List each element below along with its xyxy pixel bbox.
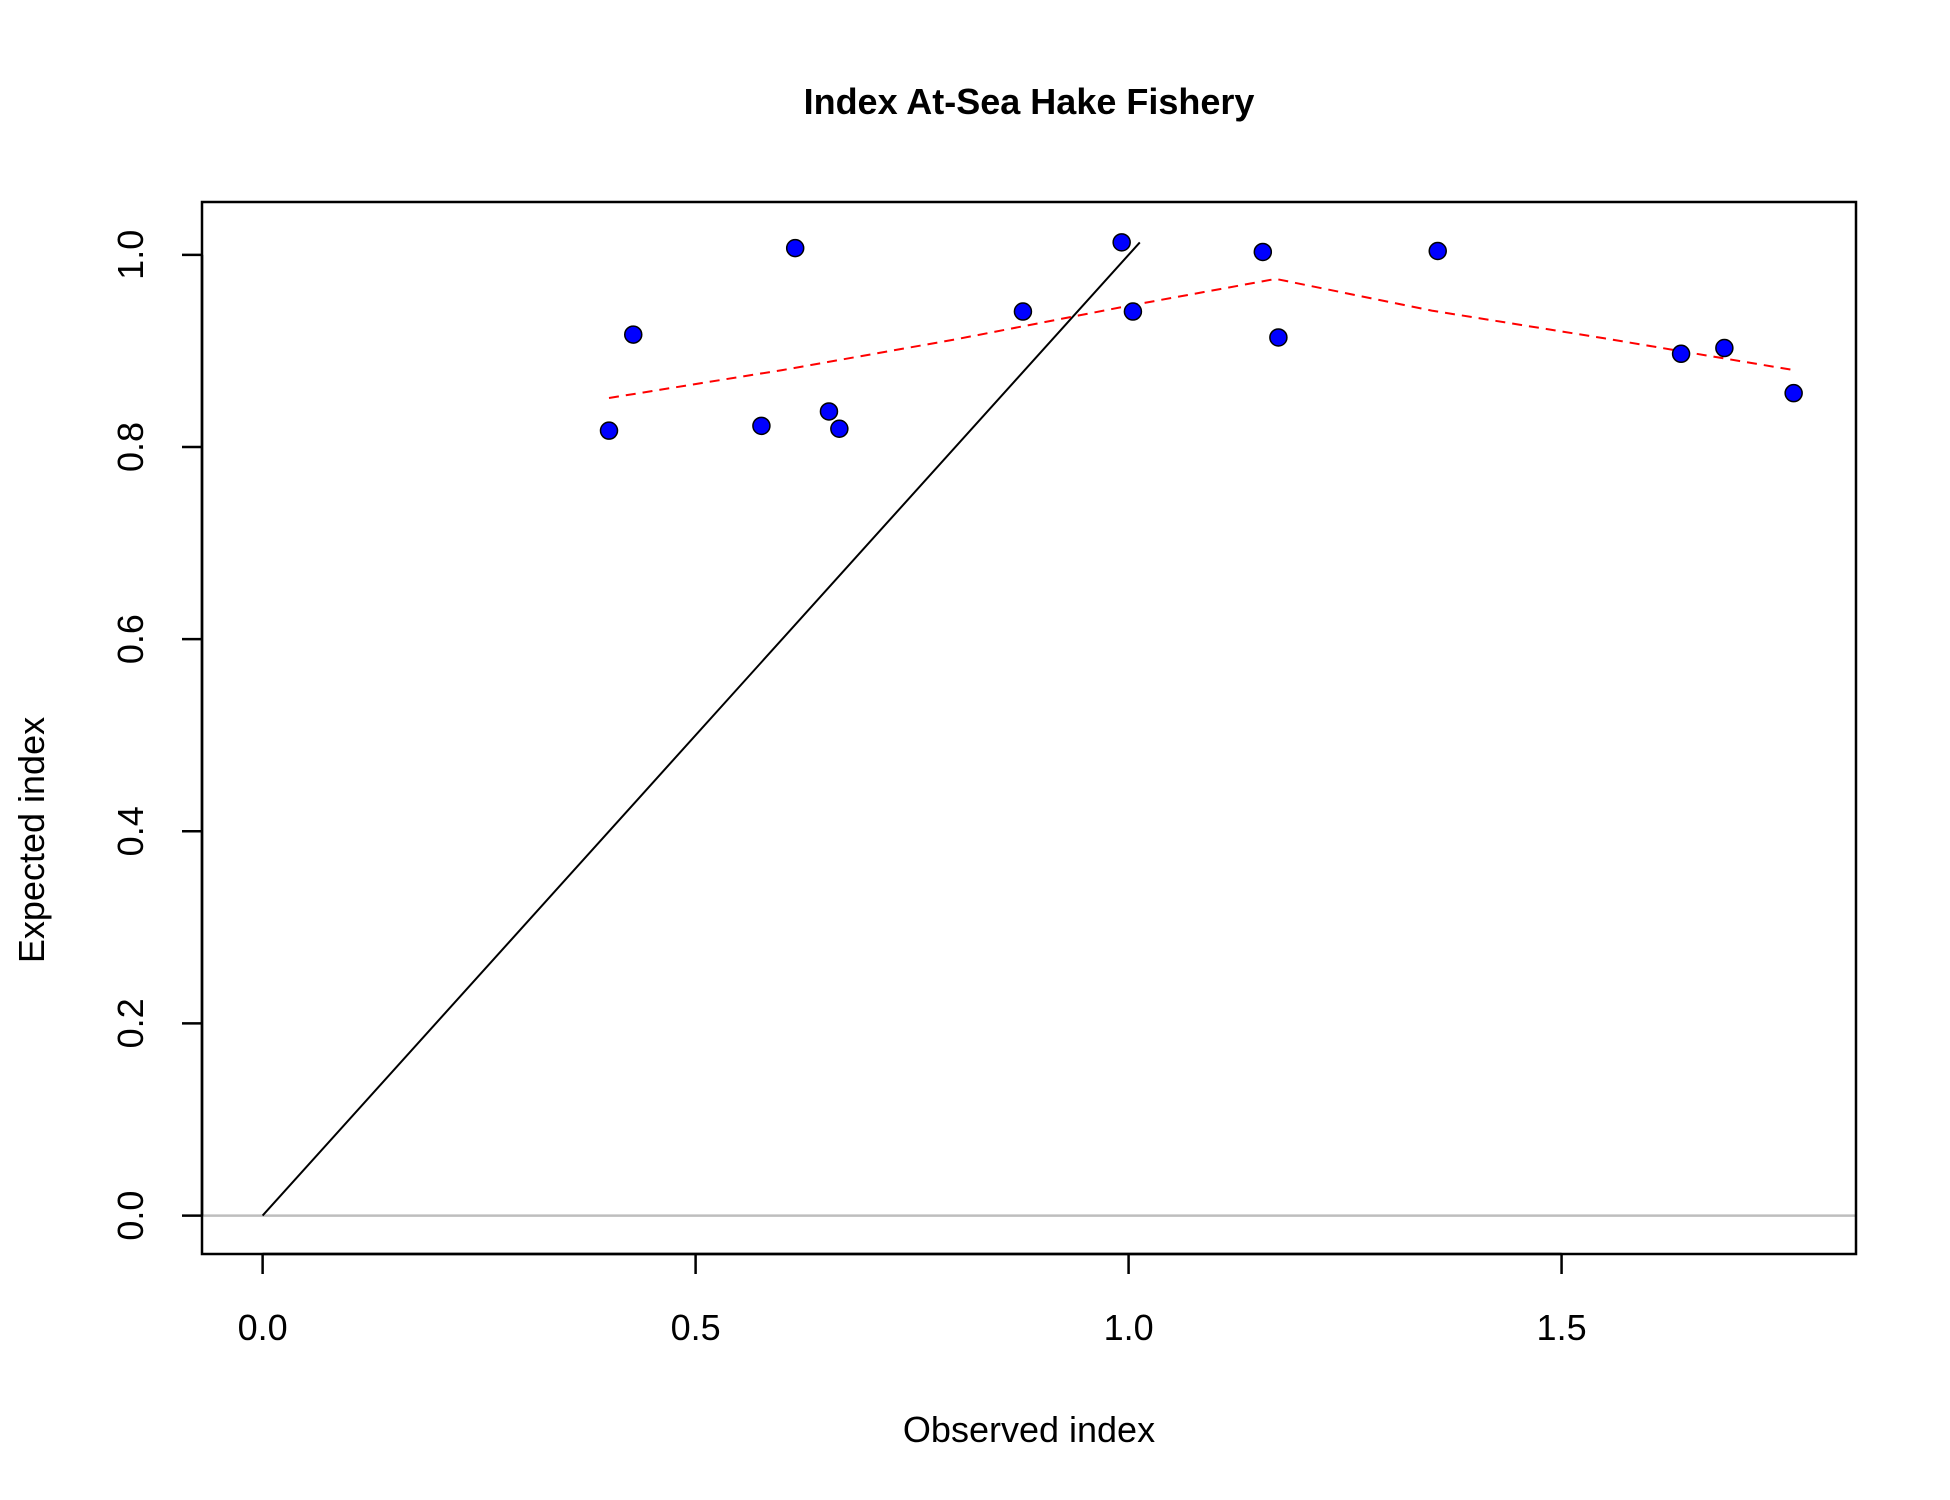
data-point [1013, 302, 1033, 321]
x-tick-label: 1.0 [1104, 1307, 1154, 1348]
data-point [752, 416, 771, 436]
y-tick-label: 0.8 [110, 422, 151, 472]
one-to-one-line [261, 241, 1141, 1217]
data-point [624, 325, 643, 344]
data-point [1269, 328, 1288, 347]
data-point [1671, 344, 1691, 364]
y-axis: 0.0 0.2 0.4 0.6 0.8 1.0 [110, 230, 204, 1241]
x-axis: 0.0 0.5 1.0 1.5 [238, 1252, 1587, 1348]
x-tick-label: 0.0 [238, 1307, 288, 1348]
y-tick-label: 0.4 [110, 806, 151, 856]
data-point [830, 419, 849, 438]
plot-marks [202, 233, 1856, 1217]
data-point [1253, 242, 1273, 262]
y-tick-label: 1.0 [110, 230, 151, 280]
y-axis-label: Expected index [11, 717, 52, 963]
data-point [1715, 338, 1734, 358]
y-tick-label: 0.0 [110, 1191, 151, 1241]
data-point [599, 421, 619, 440]
x-tick-label: 1.5 [1537, 1307, 1587, 1348]
chart-title: Index At-Sea Hake Fishery [804, 81, 1255, 122]
plot-frame [200, 200, 1858, 1256]
y-tick-label: 0.6 [110, 614, 151, 664]
data-point [1112, 233, 1131, 252]
x-tick-label: 0.5 [671, 1307, 721, 1348]
data-point [1428, 241, 1447, 261]
data-point [819, 402, 839, 421]
x-axis-label: Observed index [903, 1409, 1155, 1450]
data-point [785, 238, 805, 258]
data-point [1123, 302, 1143, 321]
y-tick-label: 0.2 [110, 998, 151, 1048]
data-point [1784, 383, 1803, 403]
smoother-line [608, 277, 1794, 399]
